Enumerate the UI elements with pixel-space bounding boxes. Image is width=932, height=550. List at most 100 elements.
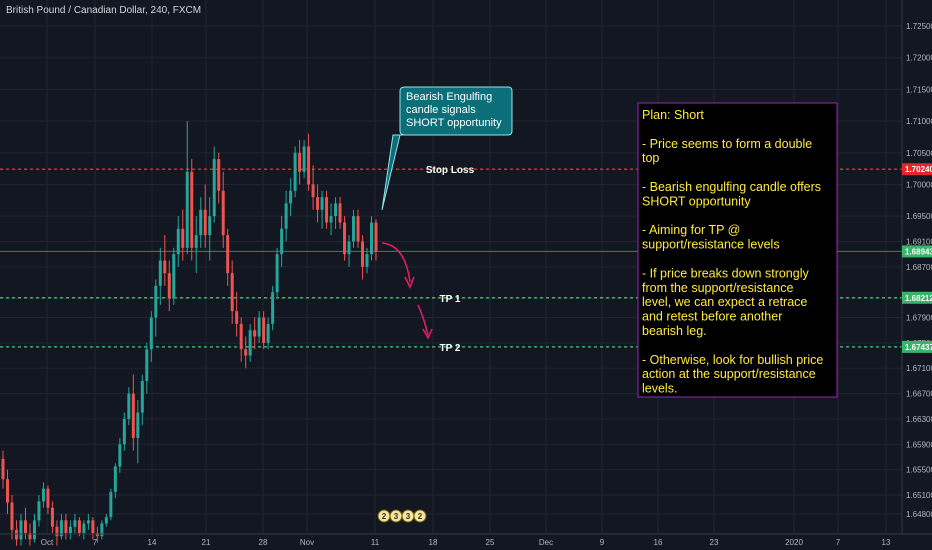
- candle-body: [140, 380, 144, 413]
- candle-body: [370, 222, 374, 255]
- candle-body: [86, 520, 90, 524]
- price-tick-label: 1.70000: [906, 180, 932, 189]
- time-tick-label: 21: [202, 538, 211, 547]
- candle-body: [217, 159, 221, 191]
- price-tick-label: 1.71500: [906, 85, 932, 94]
- time-tick-label: Nov: [300, 538, 314, 547]
- candle-body: [374, 222, 378, 252]
- candle-body: [284, 203, 288, 229]
- candle-body: [248, 330, 252, 356]
- event-count: 3: [394, 512, 399, 521]
- price-axis[interactable]: 1.72500 1.72000 1.71500 1.71000 1.70500 1.700…: [901, 0, 932, 534]
- candle-body: [244, 349, 248, 356]
- event-count: 3: [406, 512, 411, 521]
- plan-text-line: - Price seems to form a double: [642, 137, 812, 151]
- candle-body: [212, 159, 216, 217]
- price-tick-label: 1.68700: [906, 263, 932, 272]
- plan-text-line: top: [642, 151, 659, 165]
- time-tick-label: 7: [836, 538, 841, 547]
- candle-body: [203, 209, 207, 236]
- plan-text-line: Plan: Short: [642, 108, 704, 122]
- candle-body: [176, 228, 180, 255]
- time-tick-label: 11: [371, 538, 380, 547]
- time-tick-label: 9: [600, 538, 605, 547]
- candle-body: [122, 418, 126, 445]
- level-label: Stop Loss: [426, 165, 475, 176]
- price-tick-label: 1.67100: [906, 364, 932, 373]
- plan-note[interactable]: Plan: Short - Price seems to form a doubl…: [637, 102, 838, 398]
- price-badge-label: 1.67437: [905, 343, 932, 352]
- candle-body: [100, 523, 104, 537]
- candle-body: [190, 171, 194, 248]
- candle-body: [59, 520, 63, 537]
- plan-text-line: levels.: [642, 382, 677, 396]
- candle-body: [194, 235, 198, 248]
- price-tick-label: 1.69100: [906, 237, 932, 246]
- candle-body: [280, 228, 284, 255]
- candle-body: [37, 501, 41, 521]
- price-tick-label: 1.72500: [906, 22, 932, 31]
- candle-body: [320, 197, 324, 210]
- candle-body: [316, 197, 320, 210]
- price-badge-label: 1.68943: [905, 247, 932, 256]
- price-badge: [902, 245, 932, 258]
- candle-body: [10, 502, 14, 530]
- price-tick-label: 1.66700: [906, 390, 932, 399]
- candle-body: [104, 517, 108, 524]
- candle-body: [325, 197, 329, 223]
- candle-body: [95, 533, 99, 537]
- time-tick-label: Oct: [41, 538, 54, 547]
- price-badge-label: 1.68212: [905, 294, 932, 303]
- candle-body: [5, 479, 9, 503]
- time-tick-label: 7: [93, 538, 98, 547]
- candle-body: [221, 190, 225, 236]
- candlestick-series[interactable]: [1, 121, 378, 546]
- candle-body: [91, 520, 95, 534]
- candle-body: [307, 146, 311, 185]
- event-count: 2: [418, 512, 423, 521]
- candle-body: [338, 203, 342, 223]
- price-tick-label: 1.65900: [906, 440, 932, 449]
- candle-body: [343, 222, 347, 255]
- arrow-head: [404, 276, 415, 289]
- plan-text-line: action at the support/resistance: [642, 367, 816, 381]
- candle-body: [113, 466, 117, 492]
- price-tick-label: 1.69500: [906, 212, 932, 221]
- candle-body: [230, 273, 234, 312]
- candle-body: [131, 393, 135, 438]
- time-tick-label: 13: [882, 538, 891, 547]
- candle-body: [32, 520, 36, 540]
- plan-text-line: and retest before another: [642, 310, 782, 324]
- callout-line: SHORT opportunity: [406, 117, 502, 129]
- candle-body: [172, 254, 176, 299]
- price-tick-label: 1.70500: [906, 149, 932, 158]
- time-tick-label: 25: [486, 538, 495, 547]
- time-tick-label: 23: [710, 538, 719, 547]
- event-count: 2: [382, 512, 387, 521]
- candle-body: [352, 216, 356, 242]
- event-icon[interactable]: [413, 509, 427, 523]
- candle-body: [257, 317, 261, 337]
- price-tick-label: 1.71000: [906, 117, 932, 126]
- candle-body: [271, 292, 275, 324]
- projection-arrow: [381, 242, 411, 283]
- candle-body: [298, 152, 302, 172]
- candle-body: [365, 254, 369, 267]
- callout-annotation[interactable]: Bearish Engulfing candle signals SHORT o…: [381, 86, 513, 211]
- time-axis[interactable]: Oct 7 14 21 28 Nov 11 18 25 Dec 9 16 23 2020 7 13: [0, 533, 932, 547]
- candle-body: [55, 526, 59, 537]
- projection-arrow: [417, 304, 429, 336]
- plan-text-line: bearish leg.: [642, 324, 707, 338]
- plan-text-line: support/resistance levels: [642, 238, 780, 252]
- plan-text-line: level, we can expect a retrace: [642, 295, 807, 309]
- candle-body: [50, 507, 54, 527]
- candle-body: [311, 184, 315, 198]
- time-tick-label: Dec: [539, 538, 553, 547]
- price-tick-label: 1.64800: [906, 510, 932, 519]
- time-tick-label: 18: [429, 538, 438, 547]
- candle-body: [253, 330, 257, 337]
- candle-body: [329, 216, 333, 223]
- price-tick-label: 1.66300: [906, 415, 932, 424]
